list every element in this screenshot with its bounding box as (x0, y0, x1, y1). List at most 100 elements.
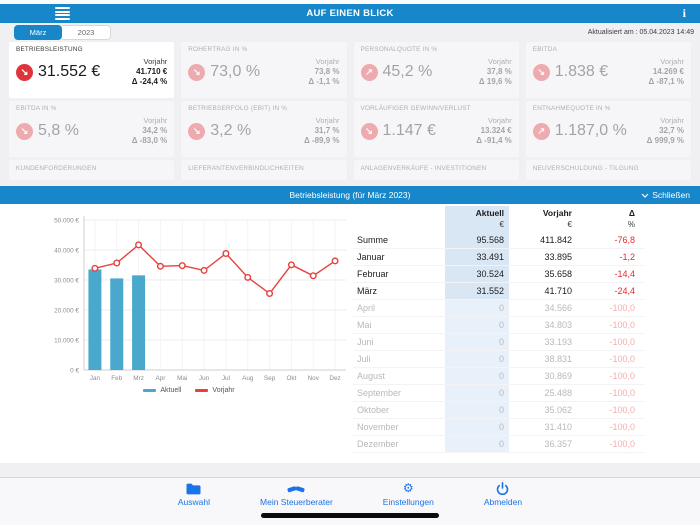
legend-label: Aktuell (160, 387, 182, 394)
kpi-value: 1.187,0 % (554, 122, 627, 140)
folder-icon (186, 482, 201, 495)
delta-value: Δ 19,6 % (478, 77, 512, 87)
table-row-oktober: Oktober 0 35.062 -100,0 (353, 402, 645, 419)
nav-label: Einstellungen (382, 497, 434, 507)
svg-text:Jun: Jun (199, 375, 210, 382)
trend-up-icon: ↗ (532, 122, 550, 140)
close-section-button[interactable]: Schließen (641, 186, 690, 204)
column-unit: € (567, 220, 572, 229)
vorjahr-value: 14.269 € (652, 66, 684, 76)
tab-month[interactable]: März (14, 25, 62, 40)
svg-text:30.000 €: 30.000 € (54, 277, 79, 284)
vorjahr-swatch-icon (195, 389, 209, 392)
status-bar (0, 0, 700, 4)
svg-text:50.000 €: 50.000 € (54, 217, 79, 224)
svg-text:Feb: Feb (111, 375, 122, 382)
home-indicator[interactable] (261, 513, 439, 518)
table-row-august: August 0 30.869 -100,0 (353, 368, 645, 385)
handshake-icon (287, 482, 305, 495)
kpi-tile-lieferantenverbindlichkeiten[interactable]: LIEFERANTENVERBINDLICHKEITEN (181, 160, 347, 180)
kpi-label: BETRIEBSERFOLG (EBIT) IN % (188, 105, 288, 112)
column-header: Vorjahr (542, 208, 572, 218)
vorjahr-label: Vorjahr (143, 116, 168, 125)
nav-item-mein-steuerberater[interactable]: Mein Steuerberater (260, 482, 333, 507)
kpi-tile-entnahmequote[interactable]: ENTNAHMEQUOTE IN % ↗ 1.187,0 % Vorjahr 3… (525, 101, 691, 157)
trend-down-icon: ↘ (16, 122, 33, 140)
info-icon[interactable]: i (682, 6, 686, 20)
table-header-row: Aktuell € Vorjahr € Δ% (353, 206, 645, 232)
kpi-value: 1.147 € (382, 122, 436, 140)
power-icon (496, 482, 509, 495)
vorjahr-label: Vorjahr (487, 116, 512, 125)
delta-value: Δ 999,9 % (646, 136, 684, 146)
svg-text:Aug: Aug (242, 375, 254, 382)
delta-value: Δ -1,1 % (308, 77, 340, 87)
column-unit: € (499, 220, 504, 229)
kpi-tile-ebitda[interactable]: EBITDA ↘ 1.838 € Vorjahr 14.269 € Δ -87,… (525, 42, 691, 98)
svg-text:Sep: Sep (264, 375, 276, 382)
delta-value: Δ -83,0 % (131, 136, 168, 146)
kpi-label: PERSONALQUOTE IN % (360, 46, 438, 53)
table-row-februar: Februar 30.524 35.658 -14,4 (353, 266, 645, 283)
kpi-tile-ebitda-prozent[interactable]: EBITDA IN % ↘ 5,8 % Vorjahr 34,2 % Δ -83… (9, 101, 175, 157)
kpi-label: VORLÄUFIGER GEWINN/VERLUST (360, 105, 471, 112)
legend-label: Vorjahr (212, 387, 235, 394)
table-row-april: April 0 34.566 -100,0 (353, 300, 645, 317)
table-row-mai: Mai 0 34.803 -100,0 (353, 317, 645, 334)
vorjahr-value: 32,7 % (659, 125, 684, 135)
close-label: Schließen (652, 190, 690, 200)
kpi-label: ENTNAHMEQUOTE IN % (532, 105, 611, 112)
updated-timestamp: Aktualisiert am : 05.04.2023 14:49 (587, 29, 694, 36)
svg-text:Nov: Nov (308, 375, 320, 382)
gear-icon: ⚙ (402, 481, 414, 495)
svg-text:Dez: Dez (329, 375, 340, 382)
kpi-grid: BETRIEBSLEISTUNG ↘ 31.552 € Vorjahr 41.7… (9, 42, 691, 180)
kpi-label: EBITDA (532, 46, 558, 53)
kpi-value: 45,2 % (382, 63, 433, 81)
nav-item-auswahl[interactable]: Auswahl (178, 482, 210, 507)
kpi-tile-rohertrag[interactable]: ROHERTRAG IN % ↘ 73,0 % Vorjahr 73,8 % Δ… (181, 42, 347, 98)
kpi-tile-betriebserfolg[interactable]: BETRIEBSERFOLG (EBIT) IN % ↘ 3,2 % Vorja… (181, 101, 347, 157)
kpi-tile-gewinn-verlust[interactable]: VORLÄUFIGER GEWINN/VERLUST ↘ 1.147 € Vor… (353, 101, 519, 157)
nav-item-abmelden[interactable]: Abmelden (484, 482, 522, 507)
svg-text:Mai: Mai (177, 375, 187, 382)
delta-value: Δ -87,1 % (648, 77, 684, 87)
nav-item-einstellungen[interactable]: ⚙ Einstellungen (382, 481, 434, 508)
kpi-tile-anlagenverkaeufe[interactable]: ANLAGENVERKÄUFE - INVESTITIONEN (353, 160, 519, 180)
kpi-label: KUNDENFORDERUNGEN (16, 165, 97, 172)
vorjahr-label: Vorjahr (143, 57, 168, 66)
kpi-label: NEUVERSCHULDUNG - TILGUNG (532, 165, 639, 172)
monthly-values-table: Aktuell € Vorjahr € Δ% Summe 95.568 411.84… (353, 206, 645, 453)
vorjahr-value: 31,7 % (314, 125, 340, 135)
nav-label: Abmelden (483, 497, 523, 507)
svg-text:40.000 €: 40.000 € (54, 247, 79, 254)
svg-text:20.000 €: 20.000 € (54, 307, 79, 314)
trend-down-icon: ↘ (188, 122, 206, 140)
kpi-tile-personalquote[interactable]: PERSONALQUOTE IN % ↗ 45,2 % Vorjahr 37,8… (353, 42, 519, 98)
kpi-tile-betriebsleistung[interactable]: BETRIEBSLEISTUNG ↘ 31.552 € Vorjahr 41.7… (9, 42, 175, 98)
menu-icon[interactable] (55, 7, 70, 20)
table-row-september: September 0 25.488 -100,0 (353, 385, 645, 402)
trend-down-icon: ↘ (16, 63, 33, 81)
delta-value: Δ -91,4 % (476, 136, 512, 146)
delta-value: Δ -89,9 % (303, 136, 340, 146)
kpi-label: ANLAGENVERKÄUFE - INVESTITIONEN (360, 165, 487, 172)
table-row-juni: Juni 0 33.193 -100,0 (353, 334, 645, 351)
trend-down-icon: ↘ (360, 122, 378, 140)
kpi-label: ROHERTRAG IN % (188, 46, 248, 53)
trend-up-icon: ↗ (360, 63, 378, 81)
kpi-tile-neuverschuldung[interactable]: NEUVERSCHULDUNG - TILGUNG (525, 160, 691, 180)
app-header: AUF EINEN BLICK i (0, 4, 700, 23)
vorjahr-value: 41.710 € (136, 66, 168, 76)
table-row-maerz: März 31.552 41.710 -24,4 (353, 283, 645, 300)
vorjahr-label: Vorjahr (487, 57, 512, 66)
svg-text:10.000 €: 10.000 € (54, 337, 79, 344)
tab-year[interactable]: 2023 (62, 25, 111, 40)
vorjahr-label: Vorjahr (660, 57, 684, 66)
vorjahr-value: 34,2 % (142, 125, 168, 135)
svg-text:Okt: Okt (286, 375, 296, 382)
trend-down-icon: ↘ (532, 63, 550, 81)
kpi-value: 73,0 % (210, 63, 261, 81)
vorjahr-label: Vorjahr (660, 116, 684, 125)
kpi-tile-kundenforderungen[interactable]: KUNDENFORDERUNGEN (9, 160, 175, 180)
